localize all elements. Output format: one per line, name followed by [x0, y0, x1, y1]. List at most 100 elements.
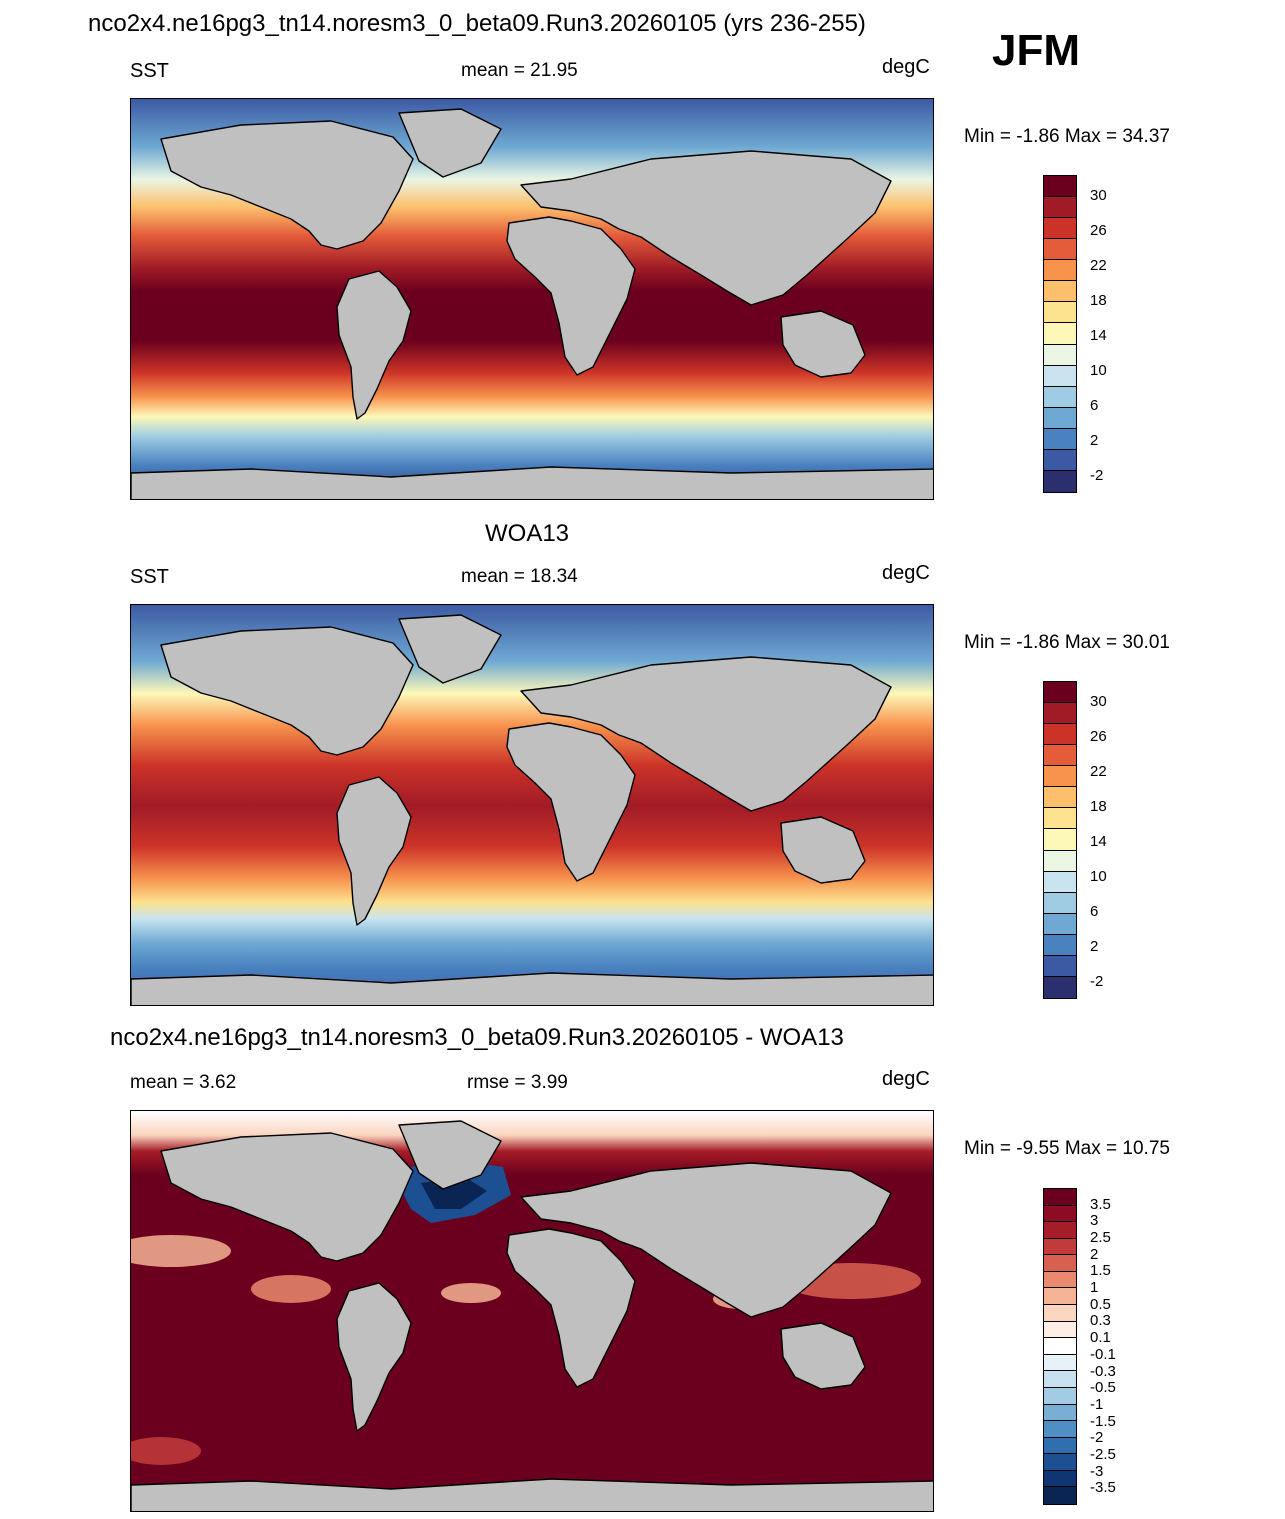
- colorbar-swatch: [1044, 934, 1076, 956]
- colorbar-swatch: [1044, 1255, 1076, 1272]
- panel2-colorbar: [1043, 681, 1077, 999]
- colorbar-swatch: [1044, 913, 1076, 935]
- colorbar-swatch: [1044, 703, 1076, 725]
- colorbar-tick-label: 10: [1090, 868, 1107, 886]
- colorbar-tick-label: -2.5: [1090, 1445, 1116, 1463]
- colorbar-tick-label: -3: [1090, 1462, 1104, 1480]
- colorbar-tick-label: 0.5: [1090, 1295, 1111, 1313]
- panel3-units-label: degC: [882, 1068, 930, 1090]
- colorbar-swatch: [1044, 239, 1076, 261]
- colorbar-swatch: [1044, 407, 1076, 429]
- colorbar-tick-label: 18: [1090, 292, 1107, 310]
- panel1-map-graphic: [131, 99, 933, 499]
- panel1-sst-model-map: [130, 98, 934, 500]
- panel3-map-graphic: [131, 1111, 933, 1511]
- colorbar-swatch: [1044, 344, 1076, 366]
- colorbar-tick-label: -3.5: [1090, 1479, 1116, 1497]
- colorbar-swatch: [1044, 218, 1076, 240]
- colorbar-swatch: [1044, 724, 1076, 746]
- colorbar-swatch: [1044, 1421, 1076, 1438]
- colorbar-tick-label: -1: [1090, 1395, 1104, 1413]
- colorbar-tick-label: 6: [1090, 903, 1099, 921]
- colorbar-swatch: [1044, 1487, 1076, 1504]
- colorbar-swatch: [1044, 829, 1076, 851]
- colorbar-tick-label: 30: [1090, 187, 1107, 205]
- colorbar-tick-label: -0.1: [1090, 1345, 1116, 1363]
- colorbar-swatch: [1044, 766, 1076, 788]
- panel3-minmax: Min = -9.55 Max = 10.75: [964, 1138, 1170, 1159]
- colorbar-swatch: [1044, 1387, 1076, 1405]
- colorbar-tick-label: 14: [1090, 327, 1107, 345]
- panel2-minmax: Min = -1.86 Max = 30.01: [964, 632, 1170, 653]
- colorbar-swatch: [1044, 428, 1076, 450]
- panel2-map-graphic: [131, 605, 933, 1005]
- colorbar-swatch: [1044, 850, 1076, 872]
- colorbar-swatch: [1044, 176, 1076, 198]
- colorbar-swatch: [1044, 955, 1076, 977]
- colorbar-swatch: [1044, 682, 1076, 704]
- colorbar-tick-label: 22: [1090, 257, 1107, 275]
- panel1-colorbar: [1043, 175, 1077, 493]
- panel2-mean-label: mean = 18.34: [461, 566, 578, 587]
- colorbar-swatch: [1044, 1470, 1076, 1488]
- colorbar-swatch: [1044, 197, 1076, 219]
- colorbar-tick-label: 26: [1090, 728, 1107, 746]
- colorbar-tick-label: -2: [1090, 973, 1104, 991]
- colorbar-swatch: [1044, 871, 1076, 893]
- colorbar-tick-label: 2: [1090, 432, 1099, 450]
- colorbar-swatch: [1044, 1321, 1076, 1339]
- colorbar-tick-label: 3: [1090, 1212, 1099, 1230]
- colorbar-swatch: [1044, 1404, 1076, 1422]
- colorbar-tick-label: -0.3: [1090, 1362, 1116, 1380]
- colorbar-tick-label: -1.5: [1090, 1412, 1116, 1430]
- colorbar-tick-label: 22: [1090, 763, 1107, 781]
- colorbar-swatch: [1044, 1305, 1076, 1322]
- colorbar-swatch: [1044, 323, 1076, 345]
- colorbar-tick-label: 0.1: [1090, 1329, 1111, 1347]
- colorbar-tick-label: 10: [1090, 362, 1107, 380]
- colorbar-tick-label: 6: [1090, 397, 1099, 415]
- colorbar-swatch: [1044, 787, 1076, 809]
- colorbar-swatch: [1044, 1354, 1076, 1372]
- colorbar-tick-label: 2.5: [1090, 1229, 1111, 1247]
- colorbar-tick-label: 1.5: [1090, 1262, 1111, 1280]
- colorbar-tick-label: 2: [1090, 938, 1099, 956]
- panel1-mean-label: mean = 21.95: [461, 60, 578, 81]
- panel3-difference-map: [130, 1110, 934, 1512]
- colorbar-swatch: [1044, 1338, 1076, 1355]
- colorbar-swatch: [1044, 470, 1076, 492]
- colorbar-tick-label: 14: [1090, 833, 1107, 851]
- colorbar-swatch: [1044, 1222, 1076, 1239]
- colorbar-tick-label: 1: [1090, 1279, 1099, 1297]
- panel3-colorbar: [1043, 1188, 1077, 1505]
- colorbar-swatch: [1044, 386, 1076, 408]
- colorbar-swatch: [1044, 892, 1076, 914]
- panel2-sst-observed-map: [130, 604, 934, 1006]
- panel3-title: nco2x4.ne16pg3_tn14.noresm3_0_beta09.Run…: [110, 1024, 844, 1051]
- colorbar-tick-label: 2: [1090, 1245, 1099, 1263]
- colorbar-swatch: [1044, 449, 1076, 471]
- panel1-minmax: Min = -1.86 Max = 34.37: [964, 126, 1170, 147]
- colorbar-swatch: [1044, 976, 1076, 998]
- colorbar-swatch: [1044, 745, 1076, 767]
- colorbar-tick-label: 18: [1090, 798, 1107, 816]
- panel3-rmse-label: rmse = 3.99: [467, 1072, 568, 1093]
- colorbar-swatch: [1044, 1371, 1076, 1388]
- colorbar-swatch: [1044, 1205, 1076, 1223]
- panel1-variable-label: SST: [130, 60, 169, 82]
- colorbar-swatch: [1044, 260, 1076, 282]
- colorbar-swatch: [1044, 1437, 1076, 1455]
- colorbar-tick-label: 26: [1090, 222, 1107, 240]
- panel2-units-label: degC: [882, 562, 930, 584]
- figure-title: nco2x4.ne16pg3_tn14.noresm3_0_beta09.Run…: [88, 10, 866, 37]
- colorbar-tick-label: 3.5: [1090, 1195, 1111, 1213]
- colorbar-swatch: [1044, 1454, 1076, 1471]
- colorbar-tick-label: -2: [1090, 467, 1104, 485]
- panel1-units-label: degC: [882, 56, 930, 78]
- colorbar-swatch: [1044, 1288, 1076, 1306]
- colorbar-tick-label: 0.3: [1090, 1312, 1111, 1330]
- panel2-title: WOA13: [485, 520, 570, 547]
- colorbar-tick-label: -2: [1090, 1429, 1104, 1447]
- colorbar-swatch: [1044, 365, 1076, 387]
- colorbar-swatch: [1044, 1238, 1076, 1256]
